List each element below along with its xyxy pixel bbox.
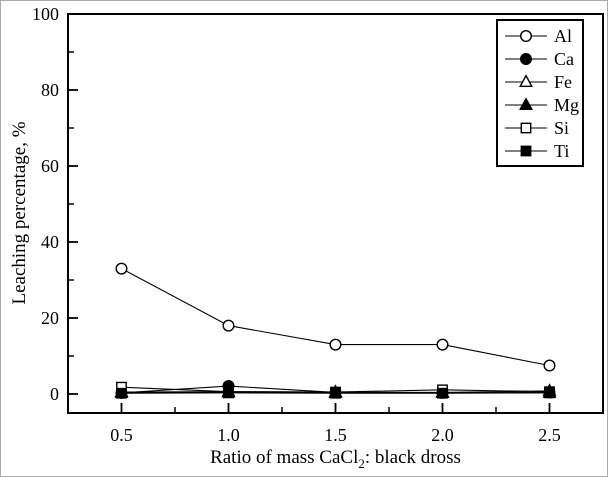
legend-sample-square-open	[505, 122, 547, 133]
series-line-al	[121, 268, 550, 367]
legend-label-ti: Ti	[554, 140, 570, 161]
circle-open-icon	[543, 359, 556, 372]
x-axis-label-post: : black dross	[364, 447, 461, 468]
x-tick-label: 2.5	[538, 425, 561, 445]
x-tick-label: 0.5	[110, 425, 133, 445]
circle-open-icon	[436, 338, 449, 351]
circle-open-icon	[115, 262, 128, 275]
x-axis-label: Ratio of mass CaCl2: black dross	[68, 447, 603, 472]
legend: Al Ca Fe Mg Si Ti	[496, 19, 584, 167]
square-open-icon	[520, 122, 532, 133]
square-filled-icon	[330, 387, 341, 399]
legend-sample-circle-filled	[505, 52, 547, 65]
legend-entry-ca: Ca	[503, 47, 582, 70]
legend-sample-square-filled	[505, 145, 547, 156]
square-filled-icon	[223, 387, 234, 399]
legend-label-ca: Ca	[554, 48, 574, 69]
series-markers-al	[115, 262, 556, 372]
y-tick-label: 40	[41, 232, 59, 252]
legend-entry-fe: Fe	[503, 70, 582, 93]
plot-area: 0 20 40 60 80 100 0.5 1.0 1.5 2.0 2.5	[32, 4, 604, 445]
series-markers-ti	[116, 387, 555, 399]
triangle-filled-icon	[519, 96, 533, 110]
legend-sample-circle-open	[505, 29, 547, 42]
circle-open-icon	[222, 319, 235, 332]
legend-entry-al: Al	[503, 24, 582, 47]
square-filled-icon	[520, 145, 532, 156]
circle-filled-icon	[520, 52, 533, 65]
y-tick-label: 60	[41, 156, 59, 176]
legend-entry-si: Si	[503, 116, 582, 139]
legend-entry-ti: Ti	[503, 139, 582, 162]
circle-open-icon	[329, 338, 342, 351]
y-tick-label: 80	[41, 80, 59, 100]
square-filled-icon	[437, 387, 448, 399]
square-filled-icon	[544, 387, 555, 399]
y-tick-label: 100	[32, 4, 59, 24]
legend-sample-triangle-filled	[505, 96, 547, 110]
y-tick-label: 20	[41, 308, 59, 328]
y-tick-label: 0	[50, 384, 59, 404]
legend-sample-triangle-open	[505, 73, 547, 87]
x-tick-label: 1.0	[217, 425, 240, 445]
circle-open-icon	[520, 29, 533, 42]
legend-entry-mg: Mg	[503, 93, 582, 116]
x-axis-label-subscript: 2	[358, 455, 365, 471]
legend-label-mg: Mg	[554, 94, 580, 115]
x-tick-label: 2.0	[431, 425, 454, 445]
legend-label-al: Al	[554, 25, 572, 46]
x-tick-label: 1.5	[324, 425, 347, 445]
legend-label-fe: Fe	[554, 71, 572, 92]
y-axis-label: Leaching percentage, %	[9, 121, 30, 304]
x-axis-label-pre: Ratio of mass CaCl	[210, 447, 359, 468]
plot-frame	[67, 13, 604, 414]
square-filled-icon	[116, 387, 127, 399]
triangle-open-icon	[519, 73, 533, 87]
legend-label-si: Si	[554, 117, 570, 138]
